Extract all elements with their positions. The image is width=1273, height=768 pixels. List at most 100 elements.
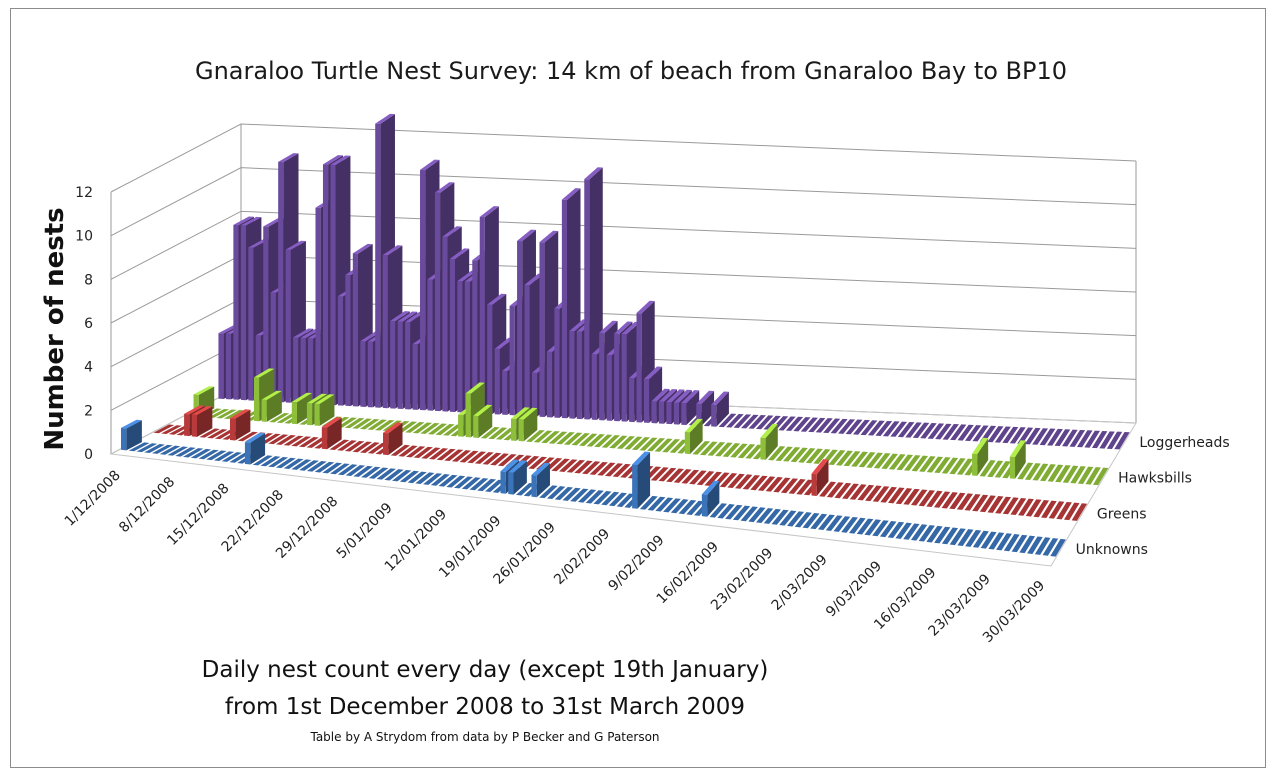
bar-zero [495, 428, 515, 440]
bar-zero [1047, 464, 1064, 482]
bar-zero [268, 456, 289, 468]
bar-side [126, 420, 142, 451]
bar [569, 331, 575, 419]
bar-zero [1042, 538, 1059, 556]
bar-top [473, 404, 493, 417]
bar [285, 249, 291, 403]
bar-zero [663, 498, 681, 513]
bar-zero [793, 417, 811, 432]
bar-top [285, 240, 306, 250]
bar-zero [778, 416, 796, 431]
bar-top [229, 409, 251, 419]
gridline [110, 123, 1137, 193]
bar-zero [1077, 466, 1094, 484]
bar-zero [497, 454, 517, 467]
bar-zero [813, 449, 831, 464]
bar-zero [467, 451, 487, 464]
bar-zero [612, 463, 631, 478]
bar-zero [835, 450, 853, 466]
bar-zero [616, 436, 636, 449]
bar-zero [756, 508, 774, 523]
bar-zero [198, 449, 219, 460]
bar-zero [199, 428, 220, 438]
bar-zero [283, 435, 304, 446]
bar-zero [1018, 498, 1034, 516]
bar-zero [941, 492, 958, 509]
bar-zero [995, 496, 1012, 514]
bar-zero [785, 416, 804, 431]
bar-zero [337, 464, 358, 476]
bar-zero [446, 475, 466, 488]
bar-top [322, 155, 344, 165]
x-tick-label: 5/01/2009 [334, 500, 396, 562]
bar-zero [650, 467, 669, 481]
bar-zero [330, 463, 350, 475]
bar-zero [167, 446, 189, 456]
bar-zero [880, 486, 897, 503]
bar-top [599, 320, 618, 334]
y-tick-label: 10 [75, 229, 93, 245]
bar-zero [474, 452, 494, 464]
bar-zero [941, 527, 959, 545]
bar [500, 471, 506, 494]
bar-zero [796, 479, 814, 495]
bar [561, 199, 567, 419]
bar-zero [964, 494, 981, 511]
bar-zero [994, 426, 1011, 443]
bar-zero [872, 520, 889, 537]
bar-zero [972, 530, 989, 548]
bar [673, 402, 679, 425]
bar-zero [421, 447, 441, 459]
bar-zero [853, 419, 870, 435]
bar-zero [1056, 501, 1072, 520]
bar-zero [159, 445, 181, 455]
bar [322, 164, 329, 405]
bar-zero [459, 450, 479, 463]
bar-zero [1069, 429, 1086, 447]
bar [508, 472, 514, 495]
bar-side [707, 481, 720, 517]
bar-top [673, 389, 692, 403]
bar-zero [1071, 503, 1088, 521]
bar-zero [275, 457, 296, 469]
bar-zero [609, 435, 628, 449]
bar-top [397, 311, 418, 322]
bar-zero [413, 446, 433, 459]
bar-zero [405, 446, 426, 458]
y-axis-label: Number of nests [40, 207, 70, 450]
bar-zero [566, 459, 586, 473]
bar-zero [655, 497, 674, 512]
bar [518, 419, 524, 442]
bar-side [319, 394, 335, 426]
bar-top [321, 417, 342, 428]
bar-top [711, 391, 729, 405]
bar [261, 399, 267, 422]
bar-zero [597, 462, 616, 476]
bar-zero [658, 467, 677, 482]
bar-top [457, 270, 477, 282]
bar-zero [737, 444, 756, 459]
bar [517, 240, 523, 416]
bar-zero [926, 490, 943, 507]
bar-zero [933, 491, 951, 508]
bar-zero [696, 471, 715, 486]
bar-zero [851, 451, 868, 467]
bar-zero [896, 454, 914, 471]
bar-zero [726, 414, 744, 428]
bar [229, 418, 236, 441]
bar [390, 321, 396, 409]
bar-zero [918, 490, 935, 507]
bar-zero [359, 419, 380, 430]
bar [397, 321, 403, 410]
bar-zero [490, 453, 510, 466]
bar-top [517, 229, 536, 242]
bar-zero [554, 486, 574, 500]
bar-zero [384, 469, 404, 481]
bar-top [569, 319, 588, 332]
bar-zero [763, 508, 781, 524]
bar-zero [910, 524, 928, 541]
gridline [110, 167, 1137, 237]
bar-zero [477, 478, 497, 492]
bar-side [250, 433, 266, 465]
bar-side [196, 406, 213, 437]
